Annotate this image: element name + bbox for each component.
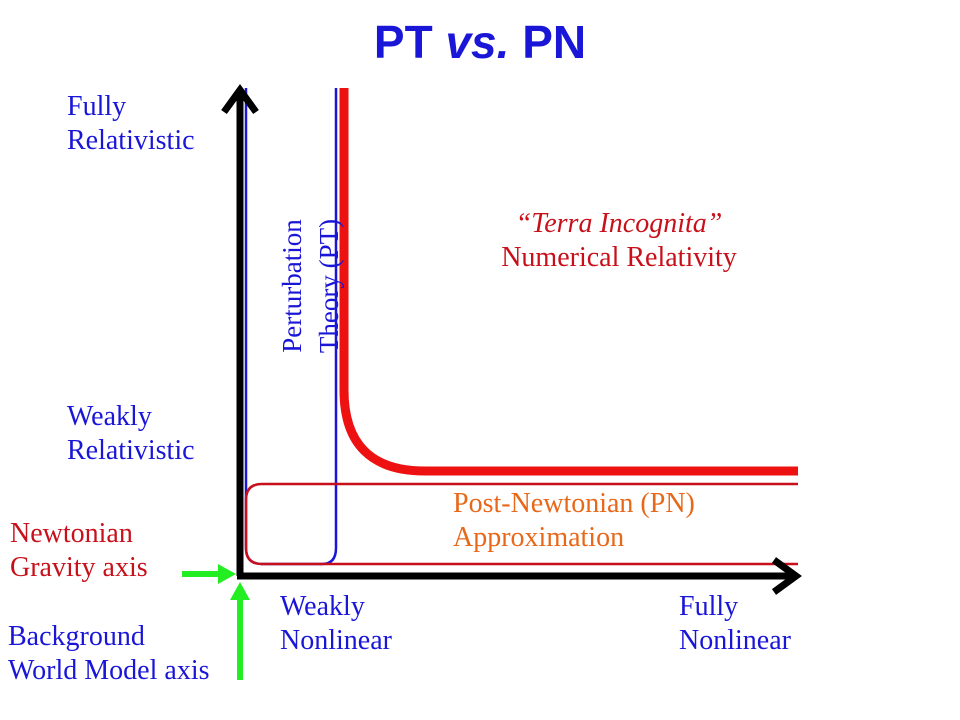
post-newtonian-label: Post-Newtonian (PN) Approximation [453, 488, 695, 553]
numerical-relativity-text: Numerical Relativity [501, 242, 737, 273]
weakly-nonlinear-label: Weakly Nonlinear [280, 591, 392, 656]
y-axis-arrowhead [221, 84, 259, 115]
fully-nonlinear-label: Fully Nonlinear [679, 591, 791, 656]
background-world-model-axis-label: Background World Model axis [8, 621, 210, 686]
terra-incognita-text: “Terra Incognita” [515, 208, 723, 239]
title-pt: PT [373, 16, 433, 68]
nr-boundary-curve [339, 88, 798, 476]
page-title: PT vs. PN [0, 12, 960, 72]
pn-region-outline [244, 482, 798, 566]
numerical-relativity-label: “Terra Incognita” Numerical Relativity [474, 207, 764, 275]
weakly-relativistic-label: Weakly Relativistic [67, 401, 195, 466]
fully-relativistic-label: Fully Relativistic [67, 91, 195, 156]
title-pn: PN [522, 16, 587, 68]
perturbation-theory-label: Perturbation Theory (PT) [277, 218, 344, 354]
background-arrowhead [230, 582, 250, 600]
x-axis-arrowhead [771, 557, 802, 595]
newtonian-arrowhead [218, 564, 236, 584]
newtonian-gravity-axis-label: Newtonian Gravity axis [10, 518, 148, 583]
title-vs: vs. [445, 16, 510, 68]
